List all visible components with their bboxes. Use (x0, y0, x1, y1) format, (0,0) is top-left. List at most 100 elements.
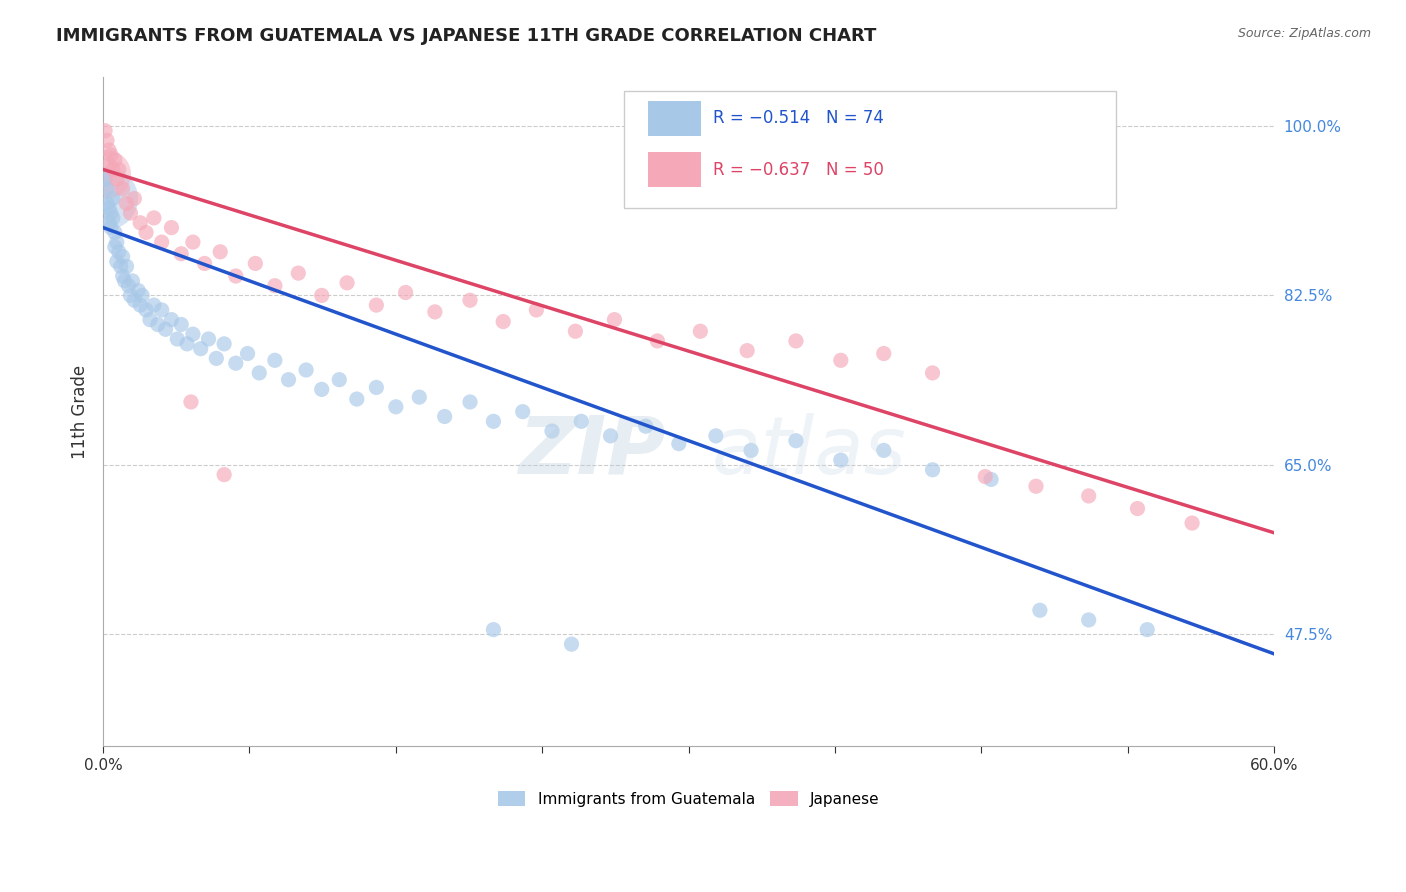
Point (205, 351, 228, 366)
Point (346, 392, 368, 406)
FancyBboxPatch shape (648, 101, 702, 136)
Point (135, 226, 157, 240)
Point (104, 240, 127, 254)
Point (146, 318, 169, 332)
Point (180, 395, 202, 409)
Point (668, 436, 690, 450)
Point (263, 353, 285, 368)
Point (1025, 479, 1047, 493)
Point (1077, 489, 1099, 503)
Point (311, 383, 333, 397)
Point (111, 182, 134, 196)
Point (1136, 623, 1159, 637)
Point (120, 206, 142, 220)
Point (225, 356, 247, 370)
Point (433, 409, 456, 424)
Point (170, 318, 193, 332)
Point (111, 268, 134, 283)
Point (129, 298, 152, 312)
Point (160, 312, 183, 326)
Point (408, 390, 430, 404)
Point (142, 211, 165, 225)
Point (121, 274, 143, 288)
Point (458, 395, 481, 409)
Point (704, 429, 727, 443)
Point (541, 424, 564, 438)
Point (689, 324, 711, 338)
Point (120, 288, 142, 302)
Point (98, 158, 121, 172)
Point (96, 133, 118, 147)
Point (634, 419, 657, 434)
Point (96, 196, 118, 211)
Point (366, 380, 388, 394)
Point (921, 366, 943, 380)
Point (482, 414, 505, 428)
Point (104, 226, 127, 240)
Point (170, 246, 193, 260)
Point (101, 192, 124, 206)
Point (225, 268, 247, 283)
Point (336, 276, 359, 290)
Point (560, 637, 582, 651)
Point (100, 220, 122, 235)
Point (181, 327, 204, 342)
Point (129, 216, 152, 230)
Point (98, 143, 121, 157)
Point (96, 167, 118, 181)
FancyBboxPatch shape (624, 91, 1116, 208)
Point (104, 153, 127, 167)
Text: ZIP: ZIP (517, 413, 665, 491)
Point (785, 434, 807, 448)
Point (974, 469, 997, 483)
Point (212, 467, 235, 482)
Point (94, 124, 117, 138)
Text: Source: ZipAtlas.com: Source: ZipAtlas.com (1237, 27, 1371, 40)
Point (830, 353, 852, 368)
Text: R = −0.514   N = 74: R = −0.514 N = 74 (713, 109, 884, 128)
Text: R = −0.637   N = 50: R = −0.637 N = 50 (713, 161, 884, 178)
Point (1029, 603, 1052, 617)
Point (569, 414, 592, 428)
Text: atlas: atlas (711, 413, 907, 491)
Point (166, 332, 188, 346)
Point (176, 336, 198, 351)
Legend: Immigrants from Guatemala, Japanese: Immigrants from Guatemala, Japanese (492, 784, 886, 813)
Point (155, 322, 177, 336)
Point (101, 211, 124, 225)
Point (212, 336, 235, 351)
Point (735, 343, 758, 358)
Point (385, 400, 408, 414)
Point (100, 206, 122, 220)
Point (209, 244, 232, 259)
Point (564, 324, 586, 338)
Point (117, 278, 139, 293)
Point (1126, 501, 1149, 516)
Point (603, 312, 626, 326)
Point (366, 298, 388, 312)
Point (492, 314, 515, 328)
Y-axis label: 11th Grade: 11th Grade (72, 365, 89, 458)
Point (96, 192, 118, 206)
Point (740, 443, 762, 458)
Point (247, 366, 270, 380)
Point (830, 453, 852, 467)
Point (512, 404, 534, 418)
Point (236, 346, 259, 360)
Point (111, 250, 134, 264)
Point (458, 293, 481, 308)
Point (107, 162, 129, 177)
Point (524, 302, 547, 317)
Point (114, 274, 136, 288)
Point (194, 256, 217, 270)
Point (96, 182, 118, 196)
Point (328, 373, 350, 387)
Point (423, 305, 446, 319)
Point (197, 332, 219, 346)
Point (142, 298, 165, 312)
Point (115, 260, 138, 274)
Point (105, 254, 128, 268)
Point (1181, 516, 1204, 530)
Point (105, 235, 128, 249)
Point (150, 235, 173, 249)
